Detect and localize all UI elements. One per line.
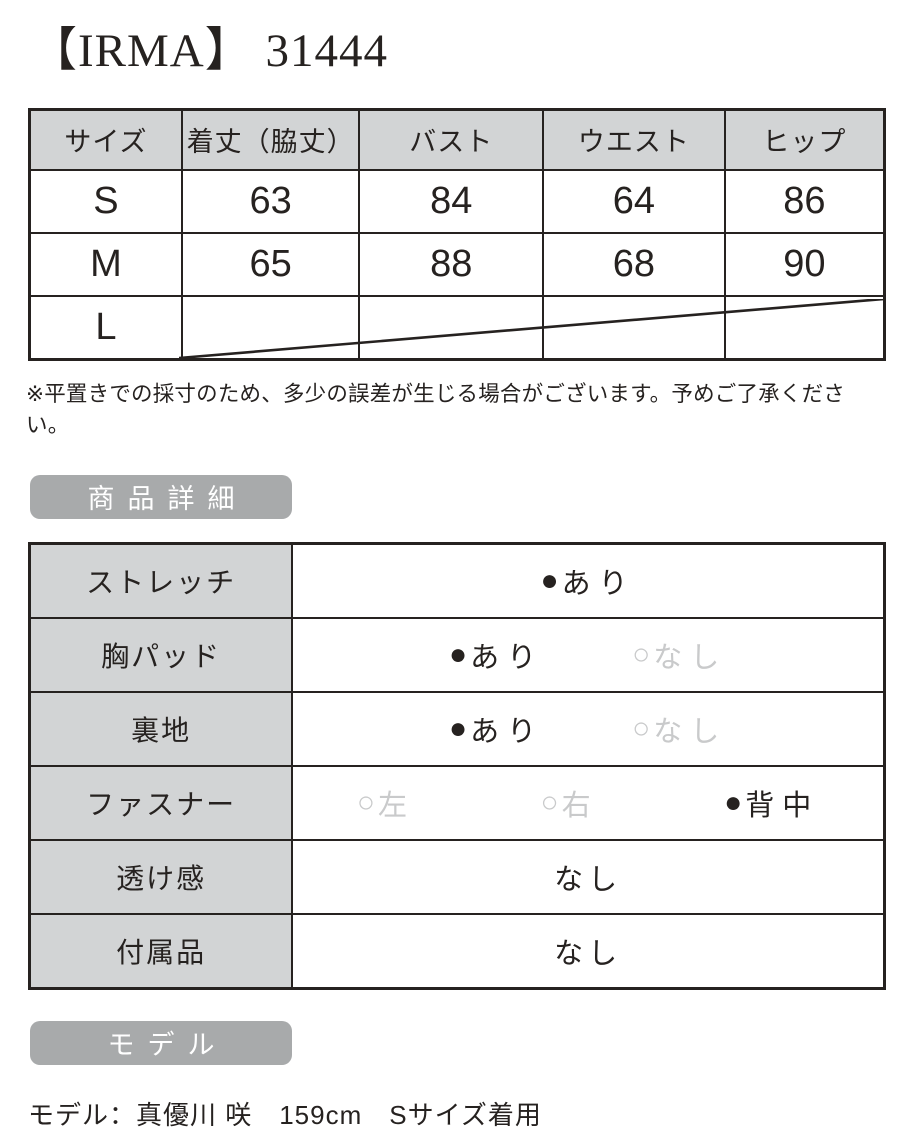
measurement-note: ※平置きでの採寸のため、多少の誤差が生じる場合がございます。予めご了承ください。 xyxy=(26,381,845,437)
section-heading-model: モデル xyxy=(30,1020,292,1065)
size-column-header: サイズ xyxy=(28,108,183,171)
size-value-cell xyxy=(180,294,361,361)
detail-row-label: 胸パッド xyxy=(28,616,294,693)
size-value-cell: 63 xyxy=(180,168,361,234)
option-group: なし xyxy=(294,930,882,972)
detail-row-label: 付属品 xyxy=(28,912,294,990)
detail-row: ファスナー ○ 左 ○ 右 ● 背中 xyxy=(28,764,886,841)
filled-bullet-icon: ● xyxy=(448,637,468,671)
option-label: 左 xyxy=(378,789,416,822)
model-info-text: モデル：真優川 咲 159cm Sサイズ着用 xyxy=(28,1099,542,1130)
empty-bullet-icon: ○ xyxy=(632,711,651,745)
empty-bullet-icon: ○ xyxy=(540,785,559,819)
detail-row-label: ファスナー xyxy=(28,764,294,841)
option-group: ● あり ○ なし xyxy=(294,634,882,676)
size-table-section: サイズ 着丈（脇丈） バスト ウエスト ヒップ S 63 84 64 86 M 65 88 68 90 L xyxy=(28,107,886,361)
filled-bullet-icon: ● xyxy=(448,711,468,745)
detail-row-value: ○ 左 ○ 右 ● 背中 xyxy=(291,764,886,841)
unselected-option: ○ 右 xyxy=(541,782,599,824)
size-value-cell: 68 xyxy=(542,231,726,297)
option-label: なし xyxy=(554,863,623,896)
empty-bullet-icon: ○ xyxy=(632,637,651,671)
selected-option: ● あり xyxy=(541,560,636,602)
option-label: あり xyxy=(470,715,545,748)
product-detail-table: ストレッチ ● あり 胸パッド ● あり ○ なし 裏地 ● あり ○ なし ファスナー ○ 左 ○ 右 ● 背中 透け… xyxy=(28,541,886,990)
option-label: なし xyxy=(554,937,623,970)
size-value-cell xyxy=(723,294,886,361)
option-label: あり xyxy=(470,641,545,674)
option-label: なし xyxy=(653,641,728,674)
size-row-m: M 65 88 68 90 xyxy=(28,231,886,297)
option-text: なし xyxy=(554,930,622,972)
detail-row-value: ● あり xyxy=(291,542,886,619)
section-heading-product-details: 商品詳細 xyxy=(30,474,292,519)
size-value-cell xyxy=(358,294,545,361)
option-group: ○ 左 ○ 右 ● 背中 xyxy=(294,782,882,824)
unselected-option: ○ なし xyxy=(632,634,727,676)
detail-row: 透け感 なし xyxy=(28,838,886,915)
size-column-header: バスト xyxy=(358,108,545,171)
detail-row-label: 裏地 xyxy=(28,690,294,767)
detail-row: ストレッチ ● あり xyxy=(28,542,886,619)
detail-row-value: ● あり ○ なし xyxy=(291,690,886,767)
filled-bullet-icon: ● xyxy=(540,563,559,597)
filled-bullet-icon: ● xyxy=(724,785,743,819)
size-row-label: S xyxy=(28,168,183,234)
size-value-cell: 64 xyxy=(542,168,726,234)
size-table-header-row: サイズ 着丈（脇丈） バスト ウエスト ヒップ xyxy=(28,108,886,171)
detail-row-label: ストレッチ xyxy=(28,542,294,619)
option-group: なし xyxy=(294,856,882,898)
size-row-label: M xyxy=(28,231,183,297)
size-value-cell: 65 xyxy=(180,231,361,297)
size-value-cell: 84 xyxy=(358,168,545,234)
size-table: サイズ 着丈（脇丈） バスト ウエスト ヒップ S 63 84 64 86 M 65 88 68 90 L xyxy=(28,107,886,361)
selected-option: ● あり xyxy=(449,634,544,676)
detail-row: 裏地 ● あり ○ なし xyxy=(28,690,886,767)
size-column-header: ヒップ xyxy=(723,108,886,171)
empty-bullet-icon: ○ xyxy=(356,785,376,819)
selected-option: ● あり xyxy=(449,708,544,750)
option-label: あり xyxy=(561,567,636,600)
option-group: ● あり xyxy=(294,560,882,602)
size-column-header: 着丈（脇丈） xyxy=(180,108,361,171)
detail-row: 付属品 なし xyxy=(28,912,886,990)
detail-row-value: なし xyxy=(291,838,886,915)
page-title: 【IRMA】 31444 xyxy=(30,25,388,77)
size-value-cell xyxy=(542,294,726,361)
size-value-cell: 88 xyxy=(358,231,545,297)
detail-row-label: 透け感 xyxy=(28,838,294,915)
size-row-l: L xyxy=(28,294,886,361)
size-row-s: S 63 84 64 86 xyxy=(28,168,886,234)
unselected-option: ○ なし xyxy=(632,708,727,750)
detail-row-value: なし xyxy=(291,912,886,990)
detail-row: 胸パッド ● あり ○ なし xyxy=(28,616,886,693)
unselected-option: ○ 左 xyxy=(357,782,415,824)
option-label: 背中 xyxy=(745,789,820,822)
option-group: ● あり ○ なし xyxy=(294,708,882,750)
option-label: 右 xyxy=(561,789,599,822)
selected-option: ● 背中 xyxy=(724,782,819,824)
size-value-cell: 90 xyxy=(723,231,886,297)
size-column-header: ウエスト xyxy=(542,108,726,171)
option-label: なし xyxy=(653,715,728,748)
option-text: なし xyxy=(554,856,622,898)
size-row-label: L xyxy=(28,294,183,361)
detail-row-value: ● あり ○ なし xyxy=(291,616,886,693)
size-value-cell: 86 xyxy=(723,168,886,234)
